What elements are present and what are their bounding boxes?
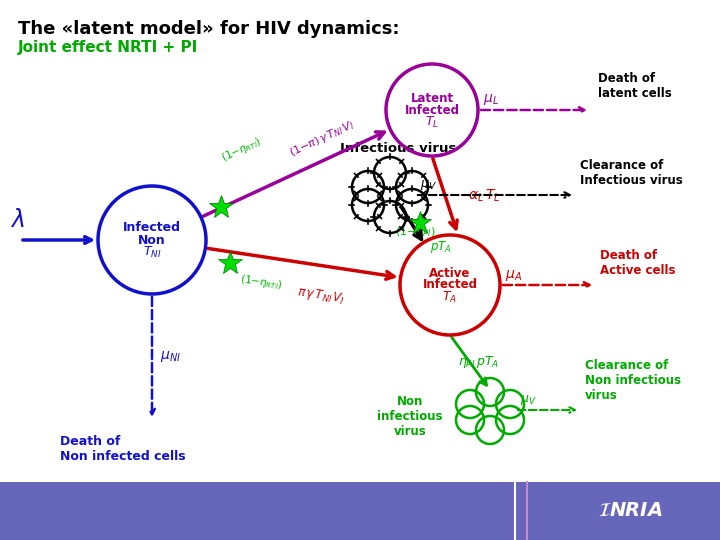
- Text: Infected: Infected: [423, 279, 477, 292]
- Text: $pT_A$: $pT_A$: [430, 239, 451, 255]
- Text: Non
infectious
virus: Non infectious virus: [377, 395, 443, 438]
- Text: $\mu_L$: $\mu_L$: [483, 92, 499, 107]
- Text: $T_A$: $T_A$: [443, 289, 457, 305]
- Text: $(1{-}\pi)\,\gamma\,T_{NI}\,V_I$: $(1{-}\pi)\,\gamma\,T_{NI}\,V_I$: [287, 118, 357, 160]
- Text: $T_L$: $T_L$: [425, 114, 439, 130]
- Text: $\alpha_L\,T_L$: $\alpha_L\,T_L$: [468, 187, 500, 204]
- Text: $(1{-}\eta_{RTI})$: $(1{-}\eta_{RTI})$: [220, 134, 264, 165]
- Text: $\eta_{PI}\,pT_A$: $\eta_{PI}\,pT_A$: [458, 354, 499, 370]
- Text: Clearance of
Infectious virus: Clearance of Infectious virus: [580, 159, 683, 187]
- Text: Active: Active: [429, 267, 471, 280]
- Text: Latent: Latent: [410, 92, 454, 105]
- Text: Non: Non: [138, 233, 166, 246]
- Text: $(1{-}\eta_{RTI})$: $(1{-}\eta_{RTI})$: [239, 273, 283, 293]
- Text: $\mu_V$: $\mu_V$: [420, 178, 438, 192]
- Text: $T_{NI}$: $T_{NI}$: [143, 245, 161, 260]
- Text: $\mu_V$: $\mu_V$: [520, 393, 536, 407]
- Bar: [0, 482, 720, 540]
- Text: The «latent model» for HIV dynamics:: The «latent model» for HIV dynamics:: [18, 20, 400, 38]
- Text: Death of
Non infected cells: Death of Non infected cells: [60, 435, 186, 463]
- Text: Joint effect NRTI + PI: Joint effect NRTI + PI: [18, 40, 198, 55]
- Text: Infected: Infected: [405, 104, 459, 117]
- Text: $\pi\,\gamma\,T_{NI}\,V_I$: $\pi\,\gamma\,T_{NI}\,V_I$: [296, 285, 346, 307]
- Text: $(1{-}\eta_{PI})$: $(1{-}\eta_{PI})$: [395, 225, 436, 239]
- Text: $\mathcal{I}$NRIA: $\mathcal{I}$NRIA: [598, 502, 662, 521]
- Text: Infected: Infected: [123, 221, 181, 234]
- Text: Clearance of
Non infectious
virus: Clearance of Non infectious virus: [585, 359, 681, 402]
- Text: Death of
latent cells: Death of latent cells: [598, 72, 672, 100]
- Text: Infectious virus: Infectious virus: [340, 142, 456, 155]
- Text: Death of
Active cells: Death of Active cells: [600, 249, 675, 277]
- Text: $\mu_A$: $\mu_A$: [505, 268, 522, 283]
- Text: $\mu_{NI}$: $\mu_{NI}$: [160, 349, 181, 364]
- Text: $\lambda$: $\lambda$: [10, 208, 24, 232]
